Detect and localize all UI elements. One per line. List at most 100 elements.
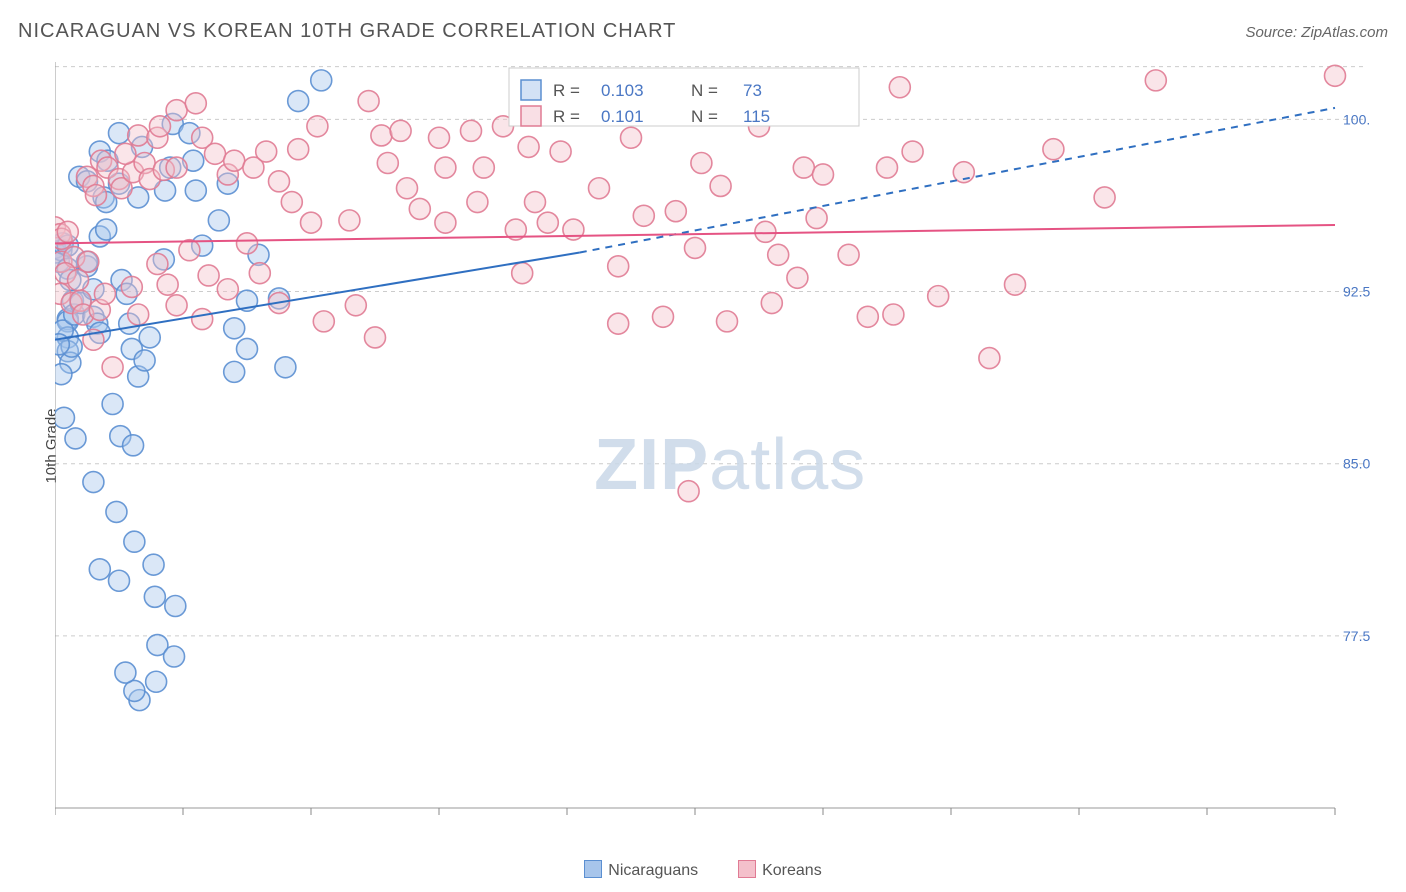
data-point (164, 646, 185, 667)
data-point (275, 357, 296, 378)
y-tick-label: 85.0% (1343, 456, 1370, 472)
source-attribution: Source: ZipAtlas.com (1245, 24, 1388, 41)
data-point (89, 559, 110, 580)
data-point (68, 270, 89, 291)
data-point (249, 263, 270, 284)
data-point (621, 127, 642, 148)
data-point (883, 304, 904, 325)
data-point (166, 100, 187, 121)
data-point (409, 198, 430, 219)
data-point (94, 283, 115, 304)
data-point (149, 116, 170, 137)
data-point (461, 120, 482, 141)
data-point (185, 180, 206, 201)
data-point (1043, 139, 1064, 160)
data-point (371, 125, 392, 146)
data-point (123, 435, 144, 456)
data-point (512, 263, 533, 284)
legend-n-value: 73 (743, 81, 762, 100)
data-point (192, 309, 213, 330)
data-point (358, 91, 379, 112)
data-point (1325, 65, 1346, 86)
data-point (144, 586, 165, 607)
data-point (128, 304, 149, 325)
data-point (307, 116, 328, 137)
data-point (102, 394, 123, 415)
data-point (281, 192, 302, 213)
data-point (1145, 70, 1166, 91)
legend-swatch (584, 860, 602, 878)
data-point (128, 125, 149, 146)
title-bar: NICARAGUAN VS KOREAN 10TH GRADE CORRELAT… (18, 20, 1388, 43)
data-point (237, 338, 258, 359)
data-point (377, 152, 398, 173)
data-point (224, 318, 245, 339)
data-point (608, 256, 629, 277)
data-point (806, 208, 827, 229)
data-point (109, 570, 130, 591)
data-point (435, 157, 456, 178)
data-point (710, 175, 731, 196)
data-point (665, 201, 686, 222)
data-point (1094, 187, 1115, 208)
legend-r-label: R = (553, 107, 580, 126)
data-point (96, 219, 117, 240)
data-point (146, 671, 167, 692)
data-point (224, 150, 245, 171)
data-point (121, 276, 142, 297)
data-point (166, 157, 187, 178)
data-point (115, 143, 136, 164)
data-point (224, 361, 245, 382)
data-point (678, 481, 699, 502)
data-point (685, 237, 706, 258)
data-point (256, 141, 277, 162)
data-point (550, 141, 571, 162)
legend-r-label: R = (553, 81, 580, 100)
data-point (537, 212, 558, 233)
data-point (467, 192, 488, 213)
data-point (85, 185, 106, 206)
data-point (518, 136, 539, 157)
data-point (205, 143, 226, 164)
data-point (57, 221, 78, 242)
y-tick-label: 100.0% (1343, 111, 1370, 127)
data-point (435, 212, 456, 233)
data-point (608, 313, 629, 334)
data-point (589, 178, 610, 199)
data-point (857, 306, 878, 327)
data-point (185, 93, 206, 114)
data-point (339, 210, 360, 231)
data-point (768, 244, 789, 265)
data-point (65, 428, 86, 449)
legend-swatch (521, 80, 541, 100)
data-point (102, 357, 123, 378)
data-point (429, 127, 450, 148)
y-tick-label: 77.5% (1343, 628, 1370, 644)
data-point (1005, 274, 1026, 295)
data-point (979, 348, 1000, 369)
data-point (157, 274, 178, 295)
data-point (237, 233, 258, 254)
legend-swatch (738, 860, 756, 878)
data-point (115, 662, 136, 683)
bottom-legend: NicaraguansKoreans (0, 860, 1406, 880)
data-point (345, 295, 366, 316)
data-point (109, 123, 130, 144)
data-point (269, 171, 290, 192)
data-point (78, 251, 99, 272)
data-point (793, 157, 814, 178)
data-point (473, 157, 494, 178)
data-point (147, 253, 168, 274)
legend-r-value: 0.101 (601, 107, 644, 126)
data-point (313, 311, 334, 332)
chart-title: NICARAGUAN VS KOREAN 10TH GRADE CORRELAT… (18, 20, 676, 43)
data-point (525, 192, 546, 213)
data-point (55, 407, 74, 428)
plot-area: 0.0%100.0%77.5%85.0%92.5%100.0%ZIPatlasR… (55, 50, 1370, 820)
data-point (653, 306, 674, 327)
legend-label: Koreans (762, 862, 822, 879)
data-point (134, 350, 155, 371)
data-point (106, 501, 127, 522)
data-point (166, 295, 187, 316)
data-point (301, 212, 322, 233)
